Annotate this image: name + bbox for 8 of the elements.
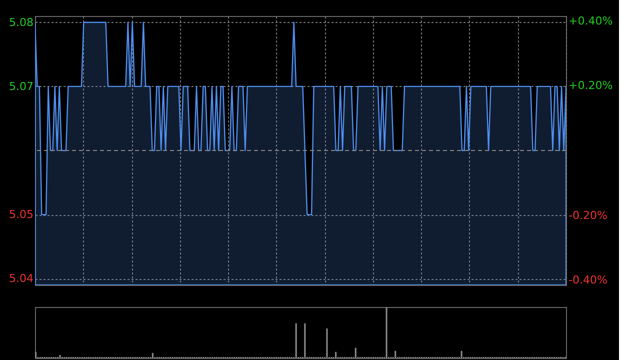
- y-tick-label: 5.05: [9, 208, 34, 222]
- y-tick-label: 5.07: [9, 80, 34, 93]
- y2-tick-label: +0.40%: [568, 14, 613, 28]
- y2-tick-label: +0.20%: [568, 79, 613, 92]
- y2-tick-label: -0.40%: [568, 274, 608, 287]
- y-tick-label: 5.08: [9, 16, 34, 29]
- y-tick-label: 5.04: [9, 272, 34, 286]
- y2-tick-label: -0.20%: [568, 208, 608, 222]
